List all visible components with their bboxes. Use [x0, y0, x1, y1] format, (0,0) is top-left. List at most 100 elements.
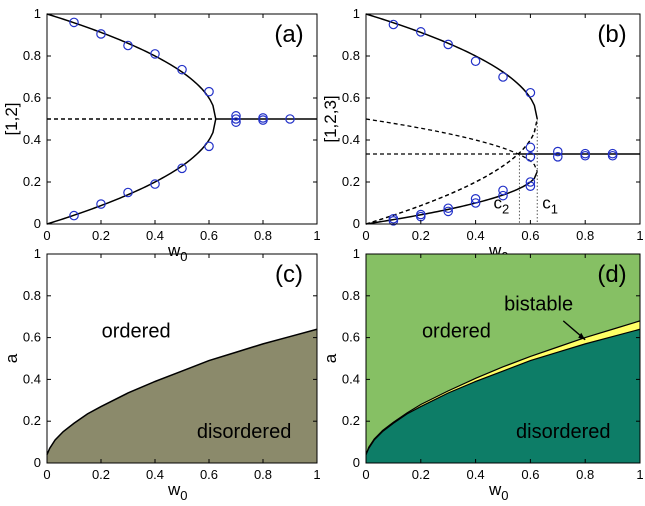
y-tick-label: 0.6 [342, 90, 360, 105]
sim-point-symmetric [607, 150, 618, 161]
y-tick-label: 1 [34, 246, 41, 261]
x-axis-label-main: w [488, 480, 502, 499]
x-tick-label: 0 [43, 467, 50, 482]
panel-b-chart: 00.20.40.60.8100.20.40.60.81w0[1,2,3]c2c… [321, 6, 644, 264]
y-tick-label: 1 [353, 6, 360, 21]
bistable-arrow-head [578, 332, 586, 340]
disordered-label: disordered [516, 421, 611, 443]
bistable-label: bistable [504, 293, 573, 315]
sim-point-lower [123, 187, 133, 198]
sim-point-upper [470, 56, 481, 67]
plot-frame [365, 13, 641, 225]
y-tick-label: 0.8 [23, 48, 41, 63]
disordered-region [47, 329, 317, 463]
sim-point-upper [443, 39, 453, 50]
sim-point-lower [498, 185, 508, 196]
y-axis-label: a [2, 353, 21, 363]
x-tick-label: 0.8 [576, 228, 594, 243]
x-tick-label: 0.2 [412, 228, 430, 243]
bistable-region [366, 320, 640, 455]
sim-point-disordered [285, 114, 295, 124]
x-tick-label: 0.6 [521, 228, 539, 243]
sim-point-lower [150, 179, 160, 189]
x-tick-label: 0.6 [521, 467, 539, 482]
y-tick-label: 1 [353, 246, 360, 261]
y-axis-label: a [321, 353, 340, 363]
lower-boundary [365, 328, 641, 455]
panel-c-chart: 0 0.2 0.4 0.6 0.8 100.20.40.60.81w0aordereddi… [2, 246, 321, 503]
c1-label-sub: 1 [551, 201, 558, 216]
y-tick-label: 0.2 [342, 413, 360, 428]
y-axis-label: [1,2] [2, 102, 21, 135]
c2-label: c2 [493, 193, 509, 216]
y-tick-label: 0.2 [342, 174, 360, 189]
sim-point-symmetric [525, 152, 536, 162]
x-axis-label-sub: 0 [180, 249, 187, 264]
lower-stable-branch [46, 118, 217, 225]
y-tick-label: 0.4 [23, 371, 41, 386]
sim-point-lower [525, 181, 536, 191]
phase-boundary [46, 328, 318, 455]
x-tick-label: 0.8 [254, 228, 272, 243]
y-tick-label: 0.8 [342, 48, 360, 63]
plot-frame [46, 13, 318, 225]
ordered-label: ordered [422, 321, 491, 343]
sim-point-lower [443, 203, 453, 214]
x-tick-label: 0 [362, 467, 369, 482]
y-tick-label: 0 [34, 455, 41, 470]
x-axis-label-main: w [167, 480, 181, 499]
unstable-branch-from-half [365, 118, 538, 172]
sim-point-symmetric [580, 150, 590, 161]
sim-point-upper [415, 27, 426, 37]
y-tick-label: 0.6 [23, 90, 41, 105]
sim-point-upper [123, 40, 133, 51]
x-tick-label: 0.4 [146, 228, 164, 243]
y-tick-label: 0.4 [23, 132, 41, 147]
c1-label-main: c [542, 193, 551, 212]
y-tick-label: 0.4 [342, 132, 360, 147]
upper-stable-branch [46, 13, 217, 120]
upper-boundary [365, 320, 641, 455]
x-tick-label: 1 [313, 467, 320, 482]
y-tick-label: 0.6 [342, 330, 360, 345]
x-tick-label: 0.4 [146, 467, 164, 482]
x-axis-label-sub: 0 [501, 488, 508, 503]
sim-point-symmetric [552, 152, 563, 162]
x-axis-label: w0 [488, 480, 509, 503]
panel-label: (b) [597, 21, 626, 48]
x-tick-label: 0.2 [92, 228, 110, 243]
c2-label-main: c [493, 193, 502, 212]
panel-d-chart: 0 0.2 0.4 0.6 0.8 100.20.40.60.81w0aorderedbi… [321, 246, 644, 503]
sim-point-disordered [258, 115, 268, 125]
x-tick-label: 0.2 [92, 467, 110, 482]
y-tick-label: 0 [34, 216, 41, 231]
plot-frame [46, 253, 318, 464]
sim-point-lower [443, 206, 453, 217]
panel-label: (d) [597, 261, 626, 288]
sim-point-upper [498, 72, 508, 82]
x-tick-label: 0.6 [200, 467, 218, 482]
sim-point-lower [96, 199, 106, 209]
x-tick-label: 0.4 [467, 467, 485, 482]
sim-point-lower [204, 141, 214, 152]
panel-label: (c) [275, 261, 303, 288]
sim-point-lower [69, 210, 79, 221]
x-tick-label: 0.8 [576, 467, 594, 482]
x-tick-label: 1 [636, 228, 643, 243]
x-axis-label: w0 [167, 480, 188, 503]
sim-point-lower [498, 190, 508, 201]
c2-label-sub: 2 [502, 201, 509, 216]
sim-point-disordered [231, 117, 241, 127]
y-tick-label: 0.8 [23, 288, 41, 303]
plot-frame [365, 253, 641, 464]
y-tick-label: 0.8 [342, 288, 360, 303]
sim-point-upper [177, 64, 187, 75]
lower-stable-branch [365, 171, 538, 225]
sim-point-upper [525, 87, 536, 98]
y-tick-label: 0 [353, 455, 360, 470]
sim-point-symmetric [552, 146, 563, 157]
x-tick-label: 0.6 [200, 228, 218, 243]
x-axis-label-main: w [167, 241, 181, 260]
